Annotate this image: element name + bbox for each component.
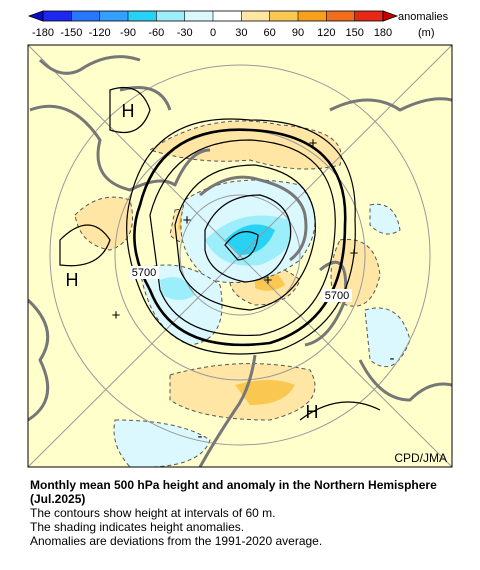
- colorbar-tick-label: 180: [374, 27, 392, 39]
- map-frame: [27, 44, 453, 468]
- height-contours: [59, 86, 381, 421]
- height-contour-5700: [133, 128, 347, 347]
- caption-line: Anomalies are deviations from the 1991-2…: [30, 534, 323, 548]
- colorbar-segment: [326, 11, 355, 21]
- map-label: H: [306, 402, 319, 422]
- map-label: +: [112, 307, 121, 324]
- map-label: +: [183, 212, 192, 229]
- map-label: -: [198, 428, 203, 445]
- colorbar-segment: [213, 11, 242, 21]
- colorbar-tick-label: 0: [210, 27, 216, 39]
- map-figure: H H H 5700 5700 + + + + + - - -180 -150 -120 -90 -60 -30…: [27, 10, 453, 468]
- colorbar-tick-label: -30: [177, 27, 193, 39]
- colorbar-segment: [156, 11, 185, 21]
- graticule: [28, 45, 452, 467]
- colorbar-label: anomalies: [398, 11, 449, 23]
- colorbar-segment: [99, 11, 128, 21]
- map-label: -: [390, 350, 395, 367]
- colorbar-tick-label: -60: [148, 27, 164, 39]
- colorbar-arrow: [382, 10, 399, 22]
- caption-title: Monthly mean 500 hPa height and anomaly …: [30, 478, 437, 506]
- map-label: 5700: [132, 267, 156, 279]
- colorbar-segment: [354, 11, 383, 21]
- colorbar-segment: [269, 11, 298, 21]
- colorbar-tick-label: -120: [89, 27, 111, 39]
- colorbar-tick-label: 60: [264, 27, 276, 39]
- contour-label-bg: [129, 266, 159, 279]
- colorbar-unit: (m): [418, 27, 435, 39]
- caption: Monthly mean 500 hPa height and anomaly …: [30, 478, 470, 548]
- strong-negative-anomaly: [225, 224, 275, 255]
- colorbar-segment: [128, 11, 157, 21]
- map-label: H: [122, 101, 135, 121]
- caption-line: The contours show height at intervals of…: [30, 506, 276, 520]
- colorbar-tick-label: 120: [317, 27, 335, 39]
- colorbar-tick-label: -150: [60, 27, 82, 39]
- map-label: H: [66, 270, 79, 290]
- colorbar-tick-label: 30: [235, 27, 247, 39]
- contour-label-bg: [322, 289, 352, 302]
- colorbar-segment: [71, 11, 100, 21]
- colorbar-tick-label: 90: [292, 27, 304, 39]
- colorbar-tick-label: -90: [120, 27, 136, 39]
- colorbar-segment: [43, 11, 72, 21]
- map: H H H 5700 5700 + + + + + - -: [28, 45, 452, 467]
- colorbar-tick-label: 150: [345, 27, 363, 39]
- colorbar-segment: [298, 11, 327, 21]
- credit: CPD/JMA: [394, 451, 447, 465]
- caption-line: The shading indicates height anomalies.: [30, 520, 245, 534]
- colorbar-segment: [184, 11, 213, 21]
- colorbar-arrow: [27, 10, 44, 22]
- colorbar-tick-label: -180: [32, 27, 54, 39]
- map-label: +: [350, 245, 359, 262]
- colorbar-segment: [241, 11, 270, 21]
- map-label: 5700: [325, 290, 349, 302]
- map-label: +: [264, 272, 273, 289]
- map-label: +: [309, 135, 318, 152]
